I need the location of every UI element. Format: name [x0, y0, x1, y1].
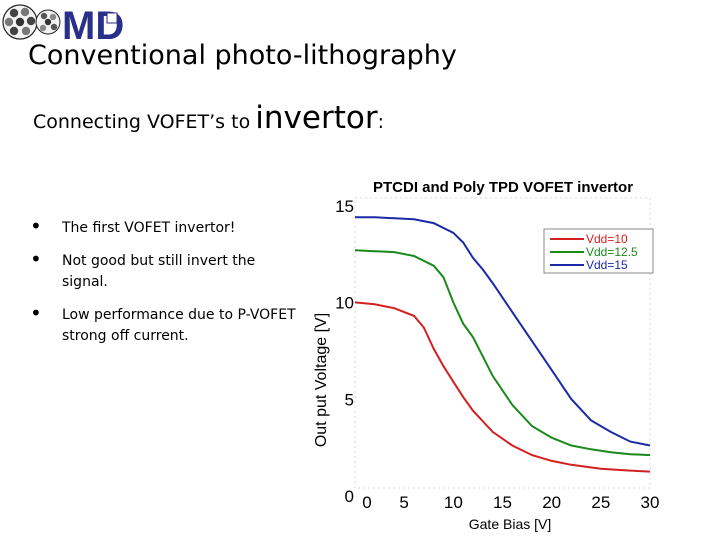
x-tick-label: 0 [362, 493, 371, 512]
slide-title: Conventional photo-lithography [28, 40, 457, 71]
chart-title: PTCDI and Poly TPD VOFET invertor [373, 179, 633, 196]
x-tick-label: 25 [591, 493, 610, 512]
legend-entry: Vdd=12.5 [586, 245, 638, 259]
slide-subtitle: Connecting VOFET’s to invertor: [33, 100, 384, 136]
bullet-text: Not good but still invert the signal. [62, 253, 256, 290]
bullet-icon: • [30, 301, 42, 325]
y-axis-label: Out put Voltage [V] [313, 313, 330, 447]
subtitle-colon: : [377, 111, 384, 133]
series-line [355, 216, 651, 447]
plot-frame [354, 197, 651, 489]
y-tick-label: 10 [335, 294, 354, 313]
bullet-text: Low performance due to P-VOFET strong of… [62, 307, 296, 344]
bullet-icon: • [30, 247, 42, 271]
bullet-text: The first VOFET invertor! [62, 220, 236, 236]
y-tick-label: 5 [345, 390, 354, 409]
subtitle-prefix: Connecting VOFET’s to [33, 111, 251, 133]
x-tick-label: 20 [542, 493, 561, 512]
x-axis-label: Gate Bias [V] [469, 516, 551, 532]
y-tick-label: 0 [345, 487, 354, 506]
logo-letters: MD [62, 4, 124, 44]
y-tick-label: 15 [335, 197, 354, 216]
bullet-item: • Low performance due to P-VOFET strong o… [30, 301, 300, 347]
legend-entry: Vdd=10 [586, 232, 628, 246]
series-line [354, 249, 651, 457]
x-tick-label: 5 [399, 493, 408, 512]
bullet-item: • The first VOFET invertor! [30, 214, 300, 239]
x-tick-label: 15 [493, 493, 512, 512]
x-tick-label: 10 [444, 493, 463, 512]
series-line [354, 301, 651, 473]
bullet-list: • The first VOFET invertor! • Not good but… [30, 214, 300, 359]
x-tick-label: 30 [641, 493, 660, 512]
bullet-item: • Not good but still invert the signal. [30, 247, 300, 293]
legend-entry: Vdd=15 [586, 258, 628, 272]
omd-logo: MD [2, 4, 124, 44]
buckyball-logo-icon [2, 4, 61, 40]
bullet-icon: • [30, 214, 42, 238]
subtitle-keyword: invertor [255, 100, 378, 136]
